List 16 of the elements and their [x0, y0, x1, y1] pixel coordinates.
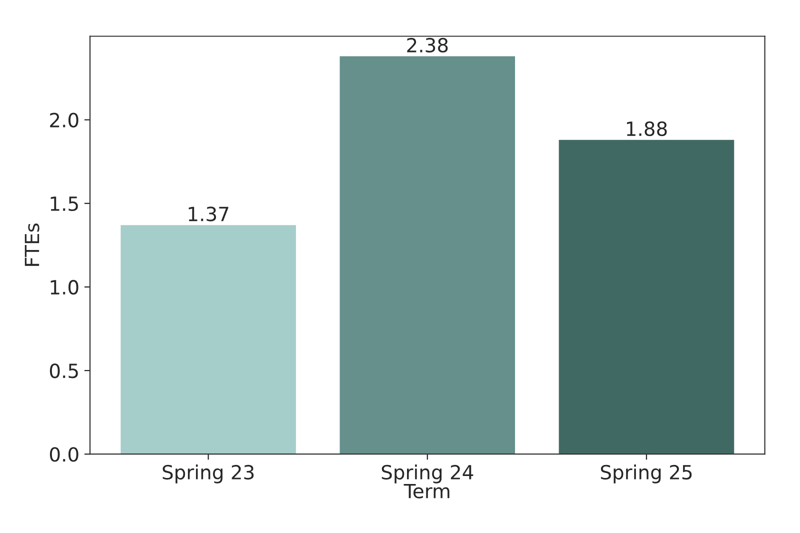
x-axis-title: Term [404, 484, 450, 498]
x-tick-label: Spring 25 [600, 464, 692, 484]
data-label: 2.38 [407, 38, 448, 53]
y-axis-title: FTEs [24, 224, 40, 266]
x-tick-label: Spring 24 [382, 464, 474, 484]
x-tick-label: Spring 23 [162, 464, 254, 484]
data-label: 1.37 [188, 206, 228, 222]
y-tick-label: 2.0 [50, 112, 78, 128]
y-tick-label: 1.0 [50, 280, 78, 295]
y-tick-label: 0.5 [50, 364, 78, 378]
y-tick-label: 0.0 [50, 447, 78, 462]
data-label: 1.88 [626, 121, 667, 136]
y-tick-label: 1.5 [50, 196, 78, 212]
bar [558, 140, 734, 454]
bar [120, 225, 296, 454]
bar [340, 56, 516, 454]
